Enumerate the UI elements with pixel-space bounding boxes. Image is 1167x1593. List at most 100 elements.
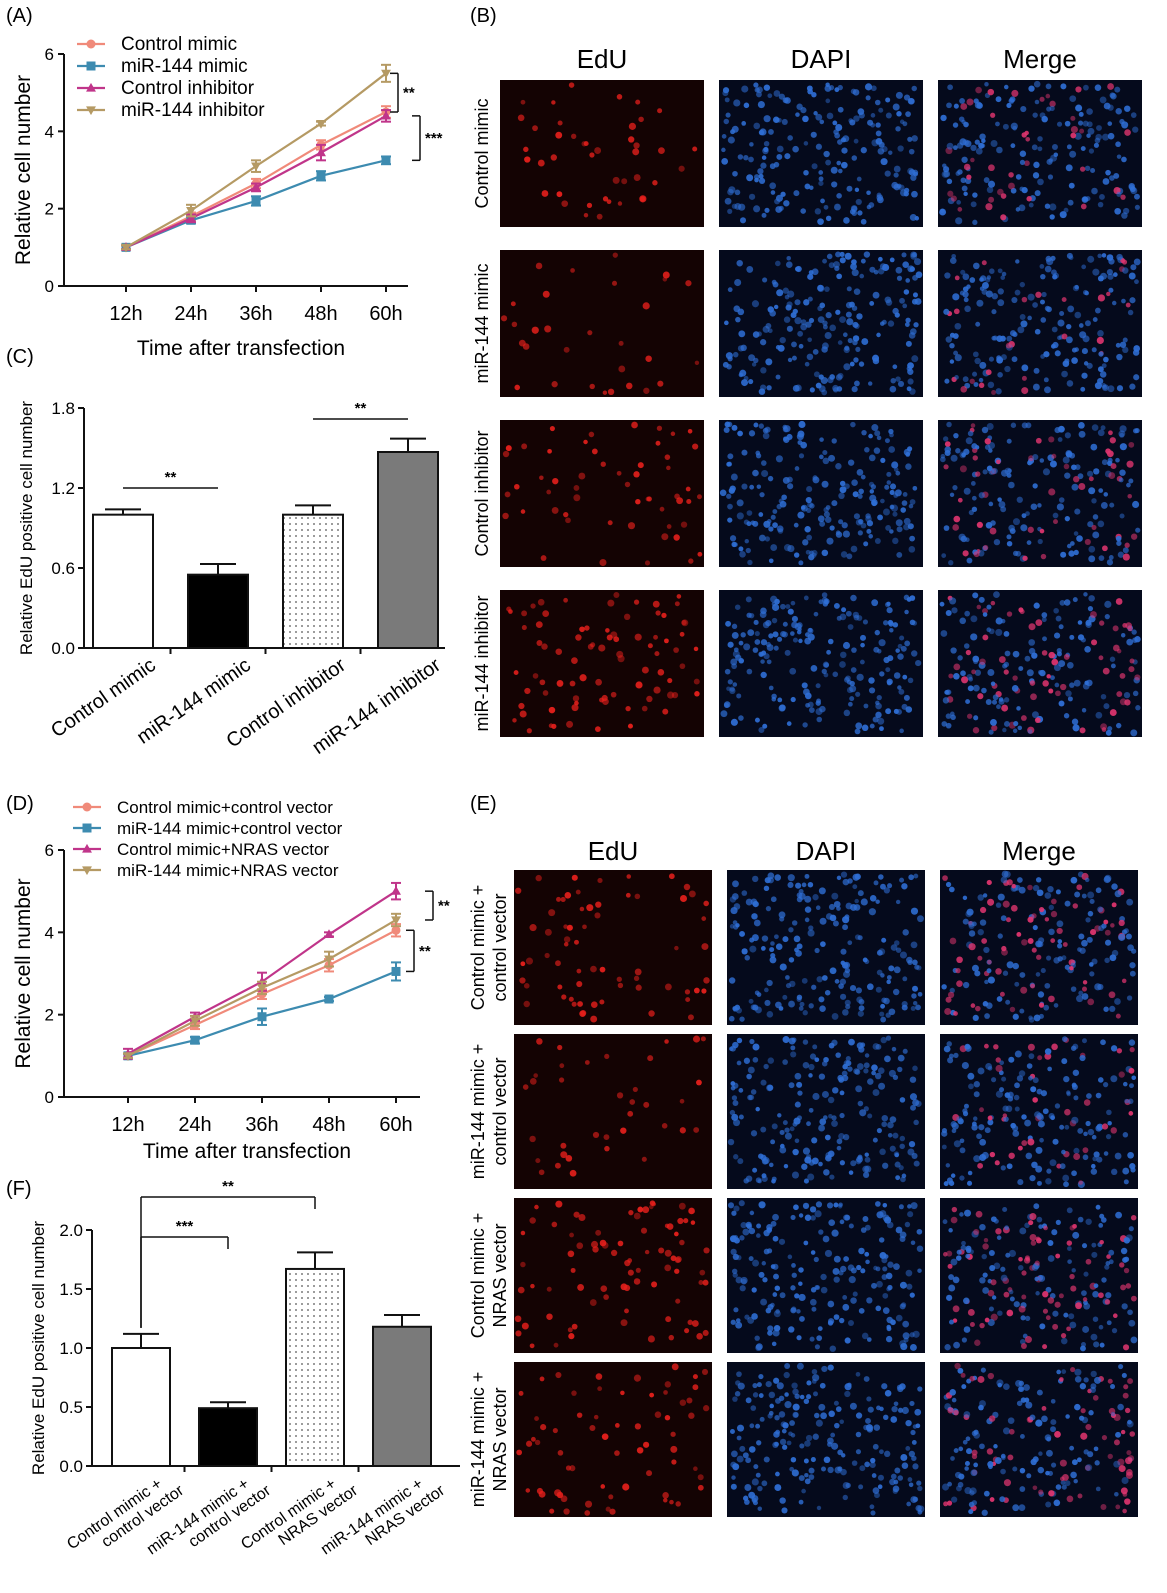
cell-nucleus [969, 277, 976, 283]
cell-nucleus [727, 136, 735, 144]
cell-nucleus [970, 633, 978, 641]
cell-nucleus [673, 647, 679, 653]
cell-nucleus [734, 279, 742, 287]
cell-nucleus [794, 317, 802, 325]
cell-nucleus [953, 515, 961, 523]
cell-nucleus [913, 1119, 919, 1126]
cell-nucleus [891, 181, 899, 189]
cell-nucleus [889, 483, 897, 490]
cell-nucleus [1012, 518, 1020, 526]
cell-nucleus [1115, 1431, 1121, 1438]
cell-nucleus [1035, 291, 1042, 298]
cell-nucleus [739, 551, 746, 558]
cell-nucleus [760, 1126, 767, 1133]
cell-nucleus [839, 1160, 845, 1166]
cell-nucleus [623, 613, 631, 621]
cell-nucleus [758, 177, 766, 185]
cell-nucleus [1097, 429, 1105, 437]
cell-nucleus [985, 369, 992, 376]
cell-nucleus [790, 1285, 796, 1291]
cell-nucleus [850, 88, 857, 95]
cell-nucleus [863, 1171, 870, 1179]
cell-nucleus [563, 346, 570, 353]
cell-nucleus [762, 277, 768, 283]
cell-nucleus [785, 261, 793, 269]
cell-nucleus [732, 1100, 739, 1107]
cell-nucleus [876, 1127, 882, 1134]
cell-nucleus [819, 437, 824, 442]
cell-nucleus [790, 1307, 797, 1314]
cell-nucleus [552, 1427, 558, 1434]
cell-nucleus [1061, 297, 1067, 303]
cell-nucleus [870, 113, 876, 118]
cell-nucleus [912, 169, 919, 176]
cell-nucleus [966, 908, 974, 916]
cell-nucleus [886, 680, 892, 686]
cell-nucleus [1127, 1098, 1134, 1105]
cell-nucleus [832, 920, 839, 927]
cell-nucleus [761, 935, 769, 942]
cell-nucleus [1069, 150, 1077, 158]
cell-nucleus [1120, 1429, 1126, 1435]
cell-nucleus [1056, 920, 1064, 928]
cell-nucleus [1083, 84, 1089, 91]
cell-nucleus [947, 190, 954, 197]
cell-nucleus [598, 644, 606, 652]
cell-nucleus [844, 252, 852, 260]
cell-nucleus [723, 118, 730, 125]
cell-nucleus [753, 205, 761, 213]
cell-nucleus [1126, 460, 1134, 468]
cell-nucleus [517, 1286, 525, 1294]
cell-nucleus [973, 1229, 980, 1236]
cell-nucleus [1113, 272, 1118, 277]
cell-nucleus [999, 335, 1006, 342]
cell-nucleus [770, 941, 775, 946]
cell-nucleus [889, 1145, 896, 1152]
cell-nucleus [741, 948, 748, 955]
cell-nucleus [1003, 870, 1011, 878]
cell-nucleus [596, 213, 603, 220]
cell-nucleus [745, 547, 751, 554]
cell-nucleus [1115, 535, 1122, 542]
cell-nucleus [1099, 620, 1105, 626]
cell-nucleus [811, 1306, 817, 1312]
cell-nucleus [818, 1073, 826, 1080]
cell-nucleus [872, 1443, 879, 1450]
cell-nucleus [945, 881, 952, 888]
cell-nucleus [970, 423, 976, 428]
cell-nucleus [796, 629, 802, 635]
cell-nucleus [1070, 115, 1076, 121]
row-label: Control mimic + NRAS vector [468, 1213, 510, 1339]
cell-nucleus [886, 607, 893, 614]
cell-nucleus [874, 629, 880, 636]
cell-nucleus [804, 361, 810, 367]
cell-nucleus [1018, 666, 1024, 671]
cell-nucleus [1006, 611, 1013, 617]
cell-nucleus [904, 609, 909, 615]
y-tick-label: 6 [45, 841, 54, 860]
cell-nucleus [1036, 1180, 1042, 1186]
cell-nucleus [755, 1423, 761, 1429]
cell-nucleus [840, 551, 848, 558]
cell-nucleus [1079, 727, 1086, 734]
cell-nucleus [901, 883, 908, 890]
cell-nucleus [733, 903, 741, 910]
cell-nucleus [816, 1505, 822, 1511]
cell-nucleus [1017, 1145, 1023, 1151]
cell-nucleus [783, 316, 791, 323]
cell-nucleus [901, 1462, 909, 1469]
cell-nucleus [980, 143, 986, 149]
cell-nucleus [874, 99, 881, 106]
cell-nucleus [857, 493, 863, 499]
cell-nucleus [808, 1063, 815, 1071]
cell-nucleus [834, 132, 841, 139]
cell-nucleus [875, 986, 882, 993]
cell-nucleus [661, 1123, 668, 1129]
cell-nucleus [893, 966, 901, 974]
cell-nucleus [902, 491, 908, 497]
cell-nucleus [945, 722, 952, 729]
cell-nucleus [1000, 1165, 1006, 1171]
cell-nucleus [563, 1508, 570, 1515]
cell-nucleus [697, 1484, 704, 1491]
cell-nucleus [868, 454, 876, 462]
